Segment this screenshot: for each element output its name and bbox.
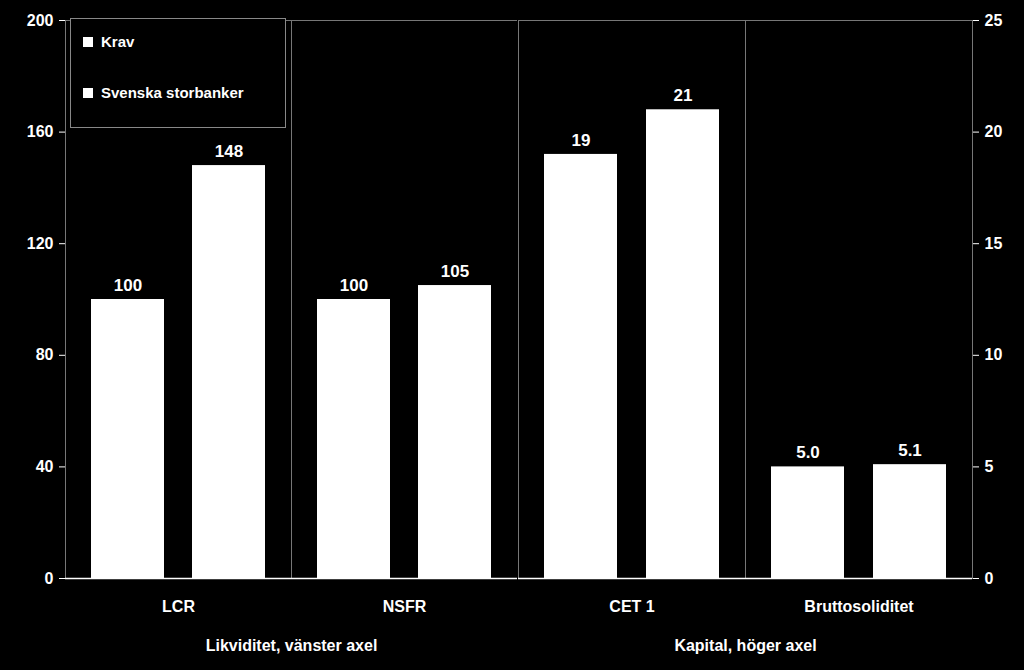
- svg-text:15: 15: [985, 235, 1003, 252]
- svg-text:148: 148: [215, 142, 243, 161]
- svg-text:Bruttosoliditet: Bruttosoliditet: [804, 598, 914, 615]
- svg-text:25: 25: [985, 12, 1003, 29]
- svg-text:5.1: 5.1: [898, 441, 922, 460]
- svg-text:Likviditet, vänster axel: Likviditet, vänster axel: [206, 637, 378, 654]
- svg-text:120: 120: [27, 235, 54, 252]
- svg-text:NSFR: NSFR: [383, 598, 427, 615]
- svg-text:100: 100: [114, 276, 142, 295]
- svg-text:0: 0: [45, 570, 54, 587]
- svg-text:LCR: LCR: [162, 598, 195, 615]
- svg-text:105: 105: [441, 262, 469, 281]
- svg-text:Kapital, höger axel: Kapital, höger axel: [674, 637, 816, 654]
- svg-text:80: 80: [36, 346, 54, 363]
- svg-text:40: 40: [36, 458, 54, 475]
- svg-text:21: 21: [674, 86, 693, 105]
- svg-text:20: 20: [985, 123, 1003, 140]
- svg-text:160: 160: [27, 123, 54, 140]
- svg-text:19: 19: [572, 131, 591, 150]
- svg-text:5.0: 5.0: [796, 443, 820, 462]
- svg-text:200: 200: [27, 12, 54, 29]
- svg-text:0: 0: [985, 570, 994, 587]
- svg-text:100: 100: [340, 276, 368, 295]
- svg-text:CET 1: CET 1: [609, 598, 654, 615]
- svg-text:5: 5: [985, 458, 994, 475]
- svg-text:10: 10: [985, 346, 1003, 363]
- html-text:Svenska storbanker: Svenska storbanker: [101, 84, 244, 101]
- html-text:Krav: Krav: [101, 33, 135, 50]
